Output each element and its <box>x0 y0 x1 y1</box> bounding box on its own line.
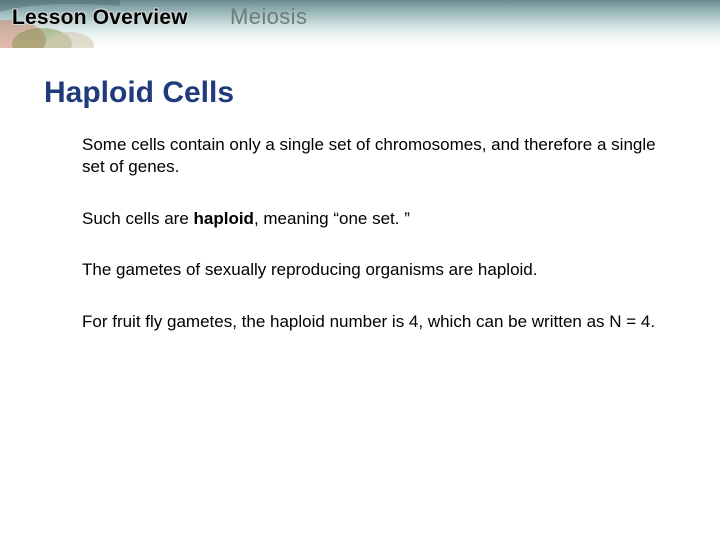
slide-title: Haploid Cells <box>44 76 676 110</box>
lesson-topic-label: Meiosis <box>230 4 307 30</box>
p2-term-haploid: haploid <box>194 209 254 228</box>
paragraph-3: The gametes of sexually reproducing orga… <box>82 259 662 281</box>
lesson-overview-label: Lesson Overview <box>12 6 188 30</box>
p2-post: , meaning “one set. ” <box>254 209 410 228</box>
slide-header: Lesson Overview Meiosis <box>0 0 720 48</box>
paragraph-4: For fruit fly gametes, the haploid numbe… <box>82 311 662 333</box>
paragraph-1: Some cells contain only a single set of … <box>82 134 662 178</box>
paragraph-2: Such cells are haploid, meaning “one set… <box>82 208 662 230</box>
p2-pre: Such cells are <box>82 209 194 228</box>
slide-content: Haploid Cells Some cells contain only a … <box>0 48 720 333</box>
